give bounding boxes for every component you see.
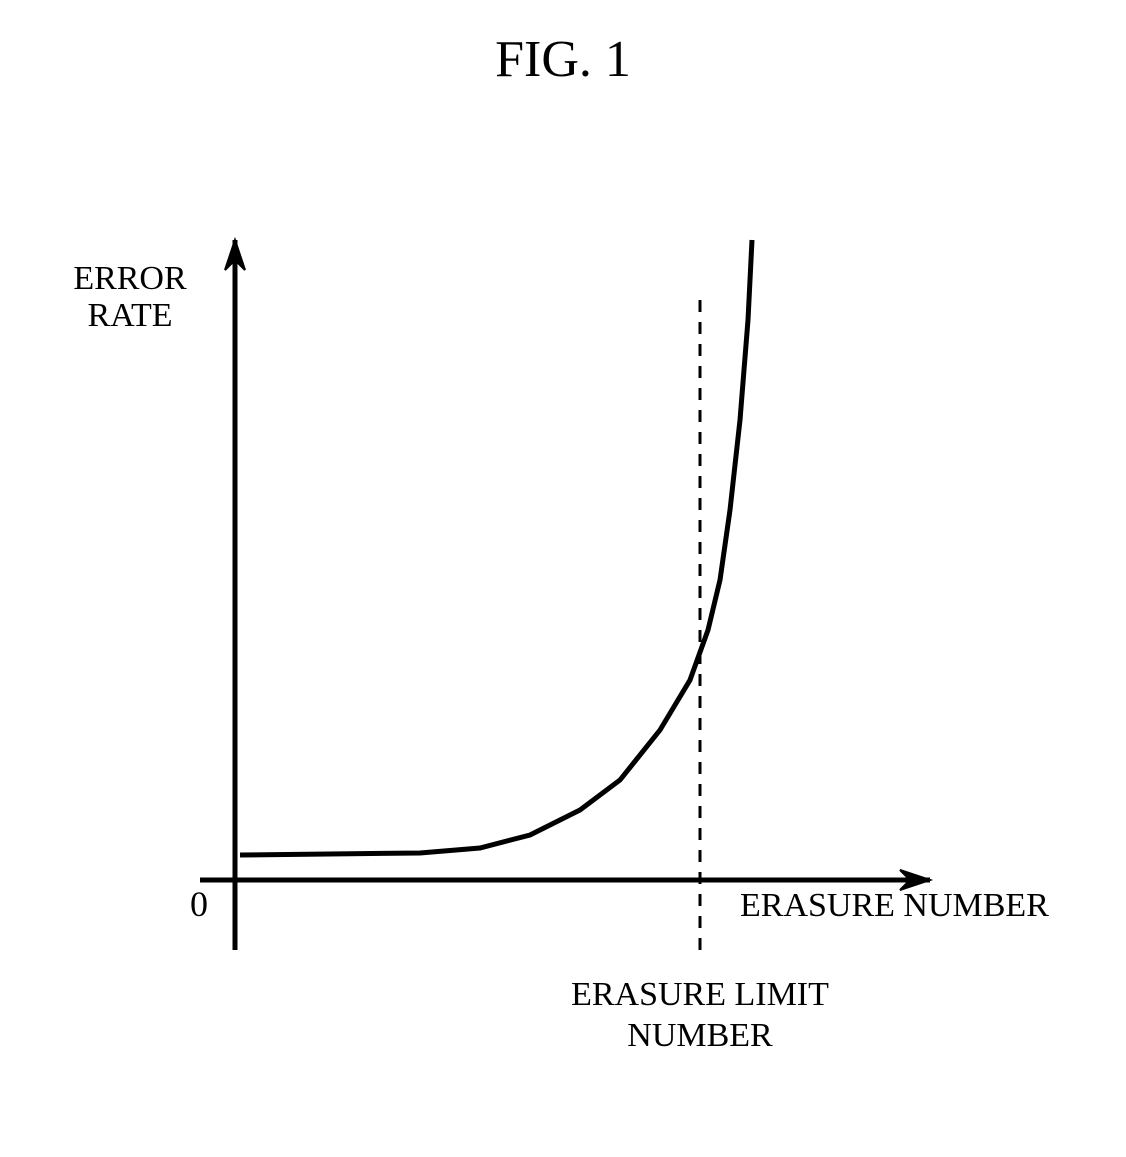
y-axis-label: ERROR RATE: [45, 260, 215, 335]
erasure-limit-label-line2: NUMBER: [627, 1017, 772, 1054]
origin-label-text: 0: [190, 884, 208, 924]
erasure-limit-label-line1: ERASURE LIMIT: [571, 976, 829, 1013]
figure-title-text: FIG. 1: [495, 31, 631, 88]
y-axis-label-line2: RATE: [88, 297, 173, 334]
x-axis-label: ERASURE NUMBER: [740, 887, 1090, 925]
chart-svg: [60, 220, 1060, 1070]
error-rate-curve: [240, 240, 752, 855]
origin-label: 0: [190, 883, 208, 925]
chart-container: ERROR RATE 0 ERASURE NUMBER ERASURE LIMI…: [60, 220, 1060, 1070]
erasure-limit-label: ERASURE LIMIT NUMBER: [540, 975, 860, 1057]
y-axis-label-line1: ERROR: [73, 260, 186, 297]
figure-title: FIG. 1: [0, 30, 1126, 89]
x-axis-label-text: ERASURE NUMBER: [740, 887, 1049, 924]
